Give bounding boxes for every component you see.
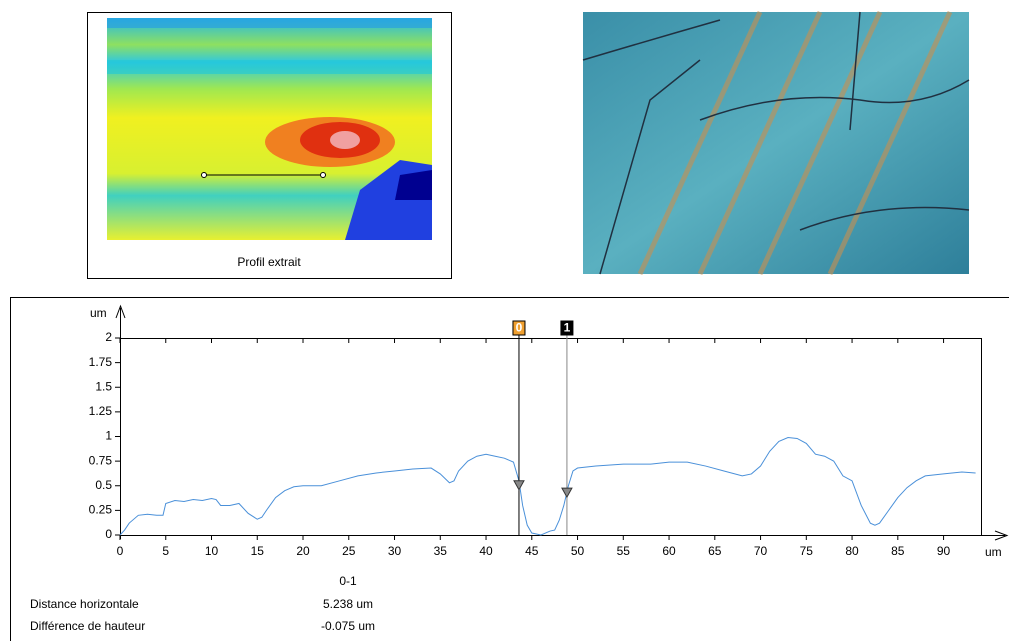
y-tick-label: 2 bbox=[105, 330, 112, 344]
y-tick-label: 0.75 bbox=[89, 453, 113, 467]
y-tick-label: 0.25 bbox=[89, 503, 113, 517]
row-value: 5.238 um bbox=[323, 597, 373, 611]
x-tick-label: 15 bbox=[251, 544, 265, 558]
x-tick-label: 35 bbox=[434, 544, 448, 558]
x-arrow bbox=[994, 530, 1009, 541]
cursor-flag bbox=[512, 320, 526, 336]
x-tick-label: 40 bbox=[479, 544, 493, 558]
x-tick-label: 50 bbox=[571, 544, 585, 558]
y-tick-label: 1.25 bbox=[89, 404, 113, 418]
x-tick-label: 20 bbox=[296, 544, 310, 558]
micrograph bbox=[583, 12, 969, 274]
profile-curve bbox=[119, 436, 976, 536]
y-tick-label: 0.5 bbox=[95, 478, 112, 492]
x-tick-label: 80 bbox=[845, 544, 859, 558]
row-label: Différence de hauteur bbox=[30, 619, 145, 633]
x-tick-label: 10 bbox=[205, 544, 219, 558]
plot-frame bbox=[120, 338, 982, 536]
x-tick-label: 70 bbox=[754, 544, 768, 558]
table-header: 0-1 bbox=[339, 574, 357, 588]
cursor-label: 0 bbox=[516, 321, 523, 335]
profile-end bbox=[201, 172, 207, 178]
x-tick-label: 90 bbox=[937, 544, 951, 558]
x-tick-label: 30 bbox=[388, 544, 402, 558]
x-tick-label: 55 bbox=[617, 544, 631, 558]
cursor-marker bbox=[513, 480, 525, 491]
cursor-marker bbox=[561, 487, 573, 499]
x-tick-label: 65 bbox=[708, 544, 722, 558]
y-tick-label: 1.75 bbox=[89, 355, 113, 369]
y-tick-label: 1 bbox=[105, 429, 112, 443]
y-tick-label: 0 bbox=[105, 527, 112, 541]
x-tick-label: 0 bbox=[117, 544, 124, 558]
x-axis-label: um bbox=[985, 545, 1002, 559]
x-tick-label: 75 bbox=[800, 544, 814, 558]
profile-end bbox=[320, 172, 326, 178]
map-low bbox=[395, 170, 432, 200]
map-caption: Profil extrait bbox=[237, 255, 301, 269]
x-tick-label: 45 bbox=[525, 544, 539, 558]
map-band bbox=[107, 18, 432, 28]
y-axis-label: um bbox=[90, 306, 107, 320]
map-band bbox=[107, 60, 432, 74]
y-tick-label: 1.5 bbox=[95, 379, 112, 393]
y-arrow bbox=[115, 304, 126, 319]
x-tick-label: 85 bbox=[891, 544, 905, 558]
row-value: -0.075 um bbox=[321, 619, 375, 633]
row-label: Distance horizontale bbox=[30, 597, 139, 611]
micrograph-stripes bbox=[637, 10, 953, 276]
x-tick-label: 25 bbox=[342, 544, 356, 558]
map-hot bbox=[330, 131, 360, 149]
x-tick-label: 5 bbox=[162, 544, 169, 558]
cursor-flag bbox=[560, 320, 574, 336]
cursor-label: 1 bbox=[564, 321, 571, 335]
micrograph-cracks bbox=[582, 11, 970, 275]
x-tick-label: 60 bbox=[662, 544, 676, 558]
